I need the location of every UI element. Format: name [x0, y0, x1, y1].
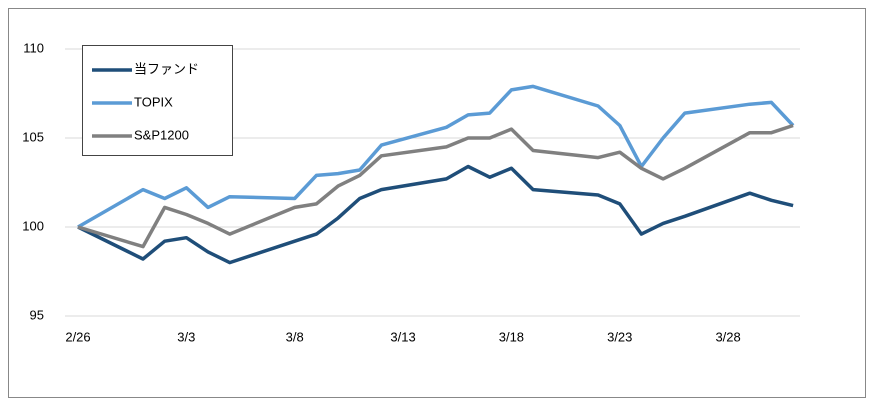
x-tick-label: 3/8	[286, 329, 304, 344]
y-tick-label: 110	[23, 40, 44, 55]
x-tick-label: 3/28	[715, 329, 740, 344]
series-line	[77, 123, 794, 249]
series-line	[77, 164, 794, 265]
x-tick-label: 3/23	[607, 329, 632, 344]
y-tick-label: 95	[30, 307, 44, 322]
x-tick-label: 3/13	[390, 329, 415, 344]
series-line	[77, 84, 795, 229]
legend-label: TOPIX	[134, 94, 173, 109]
x-tick-label: 3/18	[499, 329, 524, 344]
x-tick-label: 3/3	[177, 329, 195, 344]
legend-label: S&P1200	[134, 127, 189, 142]
y-tick-label: 105	[22, 129, 44, 144]
legend-label: 当ファンド	[134, 61, 199, 76]
y-tick-label: 100	[22, 218, 44, 233]
x-tick-label: 2/26	[65, 329, 90, 344]
